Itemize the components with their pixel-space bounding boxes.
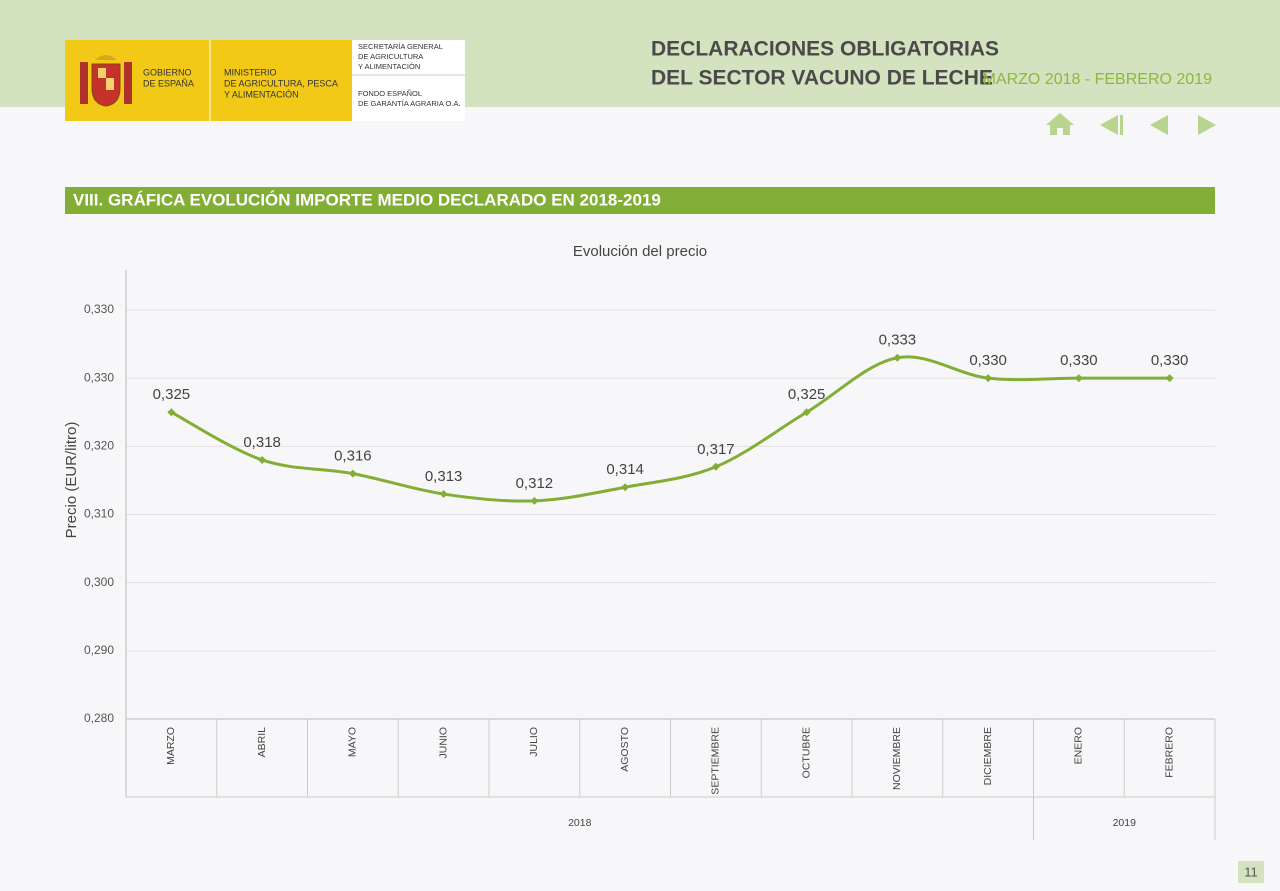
section-title: VIII. GRÁFICA EVOLUCIÓN IMPORTE MEDIO DE… (73, 190, 661, 209)
y-tick-label: 0,330 (84, 370, 114, 384)
point-marker (621, 483, 630, 492)
y-tick-label: 0,290 (84, 643, 114, 657)
y-tick-label: 0,330 (84, 302, 114, 316)
point-marker (258, 455, 267, 464)
page-number-box (1238, 861, 1264, 883)
data-label: 0,325 (153, 386, 191, 403)
x-tick-label: JULIO (528, 727, 540, 757)
coat-of-arms (80, 55, 132, 107)
x-tick-label: FEBRERO (1163, 727, 1175, 778)
home-button[interactable] (1046, 113, 1074, 135)
data-label: 0,317 (697, 441, 735, 458)
document-title: DEL SECTOR VACUNO DE LECHE (651, 67, 993, 90)
x-tick-label: OCTUBRE (800, 727, 812, 778)
data-label: 0,330 (1151, 352, 1189, 369)
x-tick-label: DICIEMBRE (982, 727, 994, 785)
point-marker (167, 408, 176, 417)
first-button[interactable] (1100, 115, 1123, 135)
chart: 0,280 0,290 0,300 0,310 0,320 0,330 0,330 MARZO… (84, 270, 1216, 840)
x-tick-label: ABRIL (256, 727, 268, 758)
x-tick-label: MAYO (347, 727, 359, 757)
chart-title: Evolución del precio (573, 243, 707, 260)
x-tick-label: AGOSTO (619, 727, 631, 772)
point-marker (984, 374, 993, 383)
logo-ministry: DE AGRICULTURA, PESCA (224, 78, 338, 88)
section-bar (65, 187, 1215, 214)
data-label: 0,316 (334, 448, 372, 465)
y-tick-label: 0,300 (84, 575, 114, 589)
logo-secretariat: Y ALIMENTACIÓN (358, 62, 420, 71)
point-marker (1165, 374, 1174, 383)
series-line (170, 355, 1170, 503)
point-marker (1074, 374, 1083, 383)
point-marker (439, 490, 448, 499)
logo-secretariat: SECRETARÍA GENERAL (358, 42, 443, 51)
period: MARZO 2018 - FEBRERO 2019 (983, 71, 1213, 88)
point-marker (802, 408, 811, 417)
data-label: 0,313 (425, 468, 463, 485)
data-label: 0,330 (969, 352, 1007, 369)
point-marker (893, 353, 902, 362)
prev-button[interactable] (1150, 115, 1168, 135)
x-tick-label: JUNIO (437, 727, 449, 759)
x-tick-label: MARZO (165, 727, 177, 765)
point-marker (530, 496, 539, 505)
point-marker (711, 462, 720, 471)
data-label: 0,312 (516, 475, 554, 492)
document-title: DECLARACIONES OBLIGATORIAS (651, 38, 999, 61)
data-label: 0,325 (788, 386, 826, 403)
x-group-label: 2019 (1113, 817, 1137, 829)
logo-secretariat: DE AGRICULTURA (358, 52, 423, 61)
logo-ministry: Y ALIMENTACIÓN (224, 89, 299, 99)
y-axis-label: Precio (EUR/litro) (63, 422, 80, 539)
logo-fund: DE GARANTÍA AGRARIA O.A. (358, 99, 461, 108)
page-number: 11 (1244, 864, 1258, 879)
data-label: 0,314 (606, 461, 644, 478)
point-marker (348, 469, 357, 478)
x-tick-label: ENERO (1073, 727, 1085, 764)
logo-fund: FONDO ESPAÑOL (358, 89, 422, 98)
nav-icons (1046, 113, 1216, 135)
logo-ministry: MINISTERIO (224, 67, 277, 77)
next-button[interactable] (1198, 115, 1216, 135)
y-tick-label: 0,280 (84, 711, 114, 725)
data-label: 0,330 (1060, 352, 1098, 369)
data-label: 0,318 (243, 434, 281, 451)
x-tick-label: NOVIEMBRE (891, 727, 903, 790)
logo-government: GOBIERNO (143, 67, 192, 77)
x-group-label: 2018 (568, 817, 592, 829)
logo-government: DE ESPAÑA (143, 78, 194, 88)
y-tick-label: 0,320 (84, 439, 114, 453)
y-tick-label: 0,310 (84, 507, 114, 521)
logo-white (352, 40, 465, 121)
x-tick-label: SEPTIEMBRE (710, 727, 722, 795)
data-label: 0,333 (879, 332, 917, 349)
